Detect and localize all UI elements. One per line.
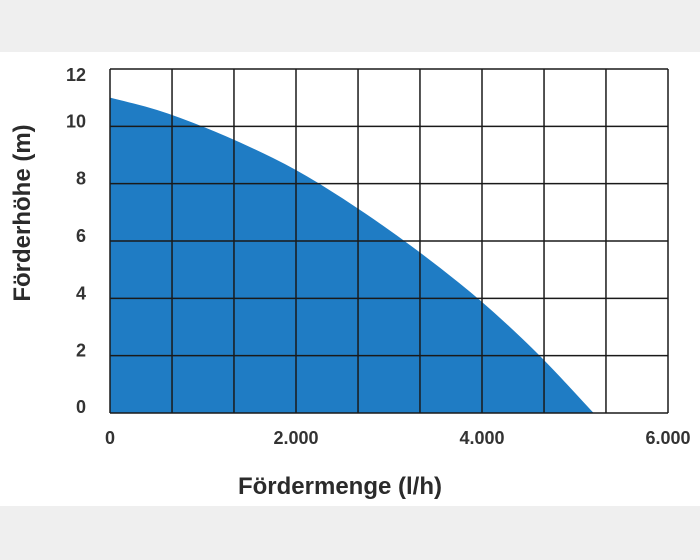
y-tick-label: 6 [76,226,86,246]
fill-layer [110,97,594,414]
x-tick-label: 0 [105,428,115,448]
grid-layer [109,68,669,414]
bottom-band [0,506,700,560]
y-tick-label: 2 [76,341,86,361]
x-tick-label: 6.000 [645,428,690,448]
x-axis-title: Fördermenge (l/h) [238,473,442,500]
y-tick-label: 10 [66,111,86,131]
y-tick-label: 0 [76,397,86,417]
top-band [0,0,700,52]
x-tick-label: 2.000 [273,428,318,448]
series-area-0 [110,97,594,414]
tick-layer: 0 2.000 4.000 6.000 0 2 4 6 8 10 12 [66,65,691,448]
y-tick-label: 8 [76,169,86,189]
y-tick-label: 12 [66,65,86,85]
y-tick-label: 4 [76,283,86,303]
x-tick-label: 4.000 [459,428,504,448]
y-axis-title: Förderhöhe (m) [9,124,36,301]
